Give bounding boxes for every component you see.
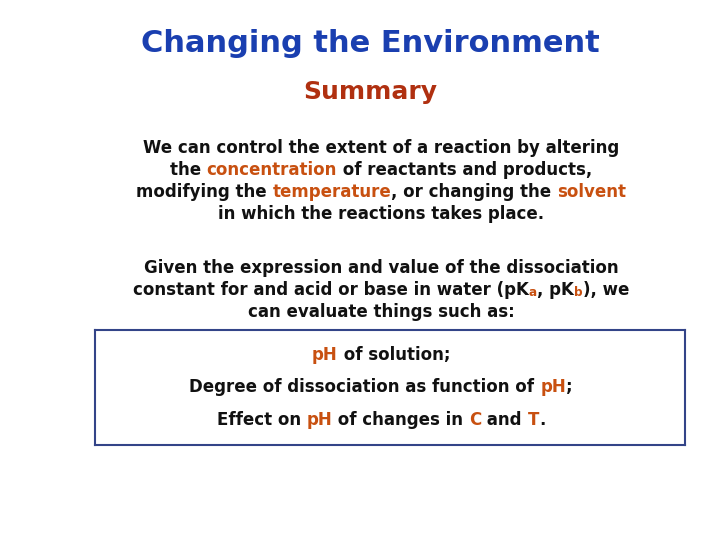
Text: solvent: solvent bbox=[557, 183, 626, 201]
Text: Degree of dissociation as function of: Degree of dissociation as function of bbox=[189, 379, 540, 396]
Text: Given the expression and value of the dissociation: Given the expression and value of the di… bbox=[144, 259, 618, 277]
Text: constant for and acid or base in water (pK: constant for and acid or base in water (… bbox=[133, 281, 529, 299]
Text: of solution;: of solution; bbox=[338, 346, 450, 364]
Text: pH: pH bbox=[312, 346, 338, 364]
Text: ), we: ), we bbox=[582, 281, 629, 299]
Text: the: the bbox=[170, 161, 207, 179]
Text: concentration: concentration bbox=[207, 161, 337, 179]
Text: and: and bbox=[481, 411, 528, 429]
Text: ;: ; bbox=[566, 379, 572, 396]
Text: of changes in: of changes in bbox=[333, 411, 469, 429]
Text: T: T bbox=[528, 411, 539, 429]
Text: Chemistry XXI: Chemistry XXI bbox=[14, 399, 27, 498]
Text: temperature: temperature bbox=[272, 183, 391, 201]
Text: b: b bbox=[574, 287, 582, 300]
Text: C: C bbox=[469, 411, 481, 429]
Text: , pK: , pK bbox=[537, 281, 574, 299]
Text: of reactants and products,: of reactants and products, bbox=[337, 161, 593, 179]
Text: Summary: Summary bbox=[304, 80, 438, 104]
Text: in which the reactions takes place.: in which the reactions takes place. bbox=[218, 205, 544, 223]
Text: pH: pH bbox=[307, 411, 333, 429]
Text: modifying the: modifying the bbox=[136, 183, 272, 201]
Text: can evaluate things such as:: can evaluate things such as: bbox=[248, 303, 514, 321]
Text: Effect on: Effect on bbox=[217, 411, 307, 429]
Text: Changing the Environment: Changing the Environment bbox=[141, 29, 600, 58]
Text: , or changing the: , or changing the bbox=[391, 183, 557, 201]
Text: We can control the extent of a reaction by altering: We can control the extent of a reaction … bbox=[143, 139, 619, 157]
Text: pH: pH bbox=[540, 379, 566, 396]
Text: .: . bbox=[539, 411, 545, 429]
Text: a: a bbox=[529, 287, 537, 300]
